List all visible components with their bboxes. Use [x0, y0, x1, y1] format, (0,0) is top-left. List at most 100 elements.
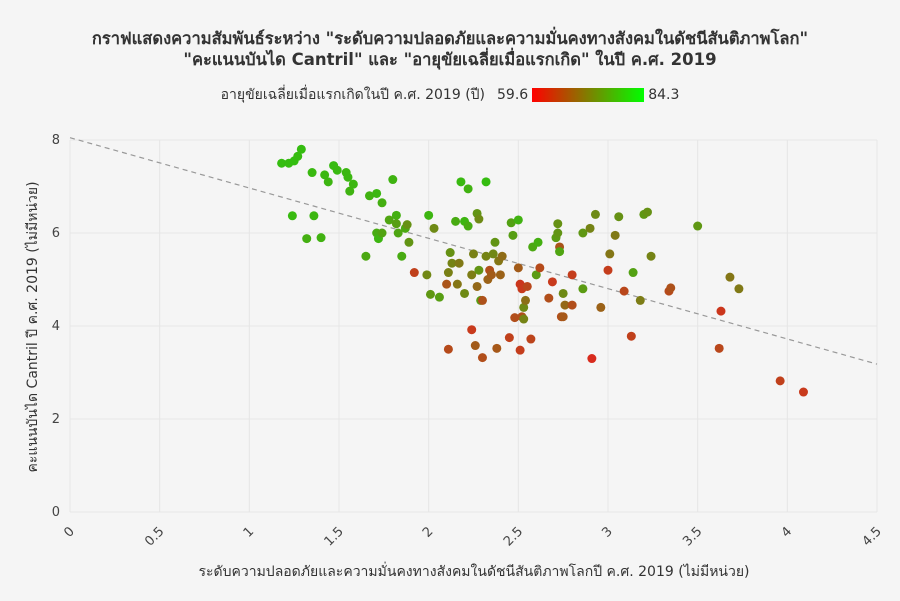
data-point	[393, 228, 403, 238]
data-point	[497, 251, 507, 261]
chart-title: กราฟแสดงความสัมพันธ์ระหว่าง "ระดับความปล…	[0, 28, 900, 70]
data-point	[578, 228, 588, 238]
data-point	[454, 258, 464, 268]
data-point	[402, 220, 412, 230]
data-point	[481, 251, 491, 261]
data-point	[470, 341, 480, 351]
data-point	[504, 333, 514, 343]
colorbar-legend: อายุขัยเฉลี่ยเมื่อแรกเกิดในปี ค.ศ. 2019 …	[0, 84, 900, 106]
data-point	[364, 191, 374, 201]
data-point	[472, 281, 482, 291]
data-point	[277, 158, 287, 168]
data-point	[560, 300, 570, 310]
data-point	[567, 270, 577, 280]
data-point	[452, 279, 462, 289]
data-point	[481, 177, 491, 187]
data-point	[442, 279, 452, 289]
data-point	[323, 177, 333, 187]
data-point	[626, 331, 636, 341]
data-point	[404, 237, 414, 247]
data-point	[474, 265, 484, 275]
data-point	[495, 270, 505, 280]
data-point	[603, 265, 613, 275]
y-tick-label: 2	[52, 412, 60, 427]
data-point	[521, 295, 531, 305]
data-point	[425, 289, 435, 299]
data-point	[443, 344, 453, 354]
data-point	[332, 165, 342, 175]
colorbar-max-label: 84.3	[648, 87, 680, 103]
data-point	[635, 295, 645, 305]
trendline-layer	[69, 137, 878, 365]
colorbar-min-label: 59.6	[497, 87, 529, 103]
data-point	[488, 249, 498, 259]
chart-title-line2: "คะแนนบันได Cantril" และ "อายุขัยเฉลี่ยเ…	[183, 50, 717, 69]
data-point	[666, 283, 676, 293]
data-point	[445, 248, 455, 258]
x-tick-label: 4.5	[860, 524, 885, 549]
data-point	[544, 293, 554, 303]
data-point	[605, 249, 615, 259]
axis-ticks: 0 0.5 1 1.5 2 2.5 3 3.5 4 4.5 0 2 4 6 8	[52, 133, 885, 549]
data-point	[447, 258, 457, 268]
y-tick-label: 8	[52, 133, 60, 148]
data-point	[309, 211, 319, 221]
x-tick-label: 2	[420, 524, 436, 540]
data-point	[553, 219, 563, 229]
data-point	[506, 218, 516, 228]
data-point	[348, 179, 358, 189]
colorbar-gradient	[532, 88, 645, 102]
data-point	[463, 221, 473, 231]
x-tick-label: 1	[241, 524, 257, 540]
data-point	[587, 354, 597, 364]
y-tick-label: 6	[52, 226, 60, 241]
data-point	[296, 144, 306, 154]
data-points	[277, 144, 808, 397]
data-point	[467, 270, 477, 280]
x-tick-label: 2.5	[501, 524, 526, 549]
data-point	[377, 228, 387, 238]
data-point	[451, 216, 461, 226]
data-point	[320, 170, 330, 180]
data-point	[533, 237, 543, 247]
data-point	[460, 288, 470, 298]
data-point	[558, 288, 568, 298]
data-point	[510, 313, 520, 323]
y-tick-label: 0	[52, 505, 60, 520]
data-point	[474, 214, 484, 224]
data-point	[714, 343, 724, 353]
data-point	[513, 215, 523, 225]
data-point	[409, 268, 419, 278]
data-point	[614, 212, 624, 222]
chart-title-line1: กราฟแสดงความสัมพันธ์ระหว่าง "ระดับความปล…	[91, 29, 809, 48]
data-point	[384, 215, 394, 225]
data-point	[434, 292, 444, 302]
data-point	[443, 268, 453, 278]
data-point	[522, 281, 532, 291]
data-point	[361, 251, 371, 261]
data-point	[391, 210, 401, 220]
data-point	[555, 247, 565, 257]
data-point	[287, 211, 297, 221]
data-point	[477, 295, 487, 305]
data-point	[422, 270, 432, 280]
data-point	[519, 302, 529, 312]
x-tick-label: 0.5	[142, 524, 167, 549]
data-point	[486, 270, 496, 280]
data-point	[345, 186, 355, 196]
data-point	[578, 284, 588, 294]
data-point	[467, 325, 477, 335]
colorbar-label: อายุขัยเฉลี่ยเมื่อแรกเกิดในปี ค.ศ. 2019 …	[220, 87, 486, 103]
x-tick-label: 3.5	[680, 524, 705, 549]
x-axis-label: ระดับความปลอดภัยและความมั่นคงทางสังคมในด…	[198, 562, 749, 580]
data-point	[567, 300, 577, 310]
data-point	[424, 210, 434, 220]
data-point	[316, 233, 326, 243]
data-point	[372, 188, 382, 198]
data-point	[343, 172, 353, 182]
data-point	[463, 184, 473, 194]
y-axis-label: คะแนนบันได Cantril ปี ค.ศ. 2019 (ไม่มีหน…	[24, 181, 41, 472]
grid-lines	[69, 139, 878, 513]
data-point	[775, 376, 785, 386]
